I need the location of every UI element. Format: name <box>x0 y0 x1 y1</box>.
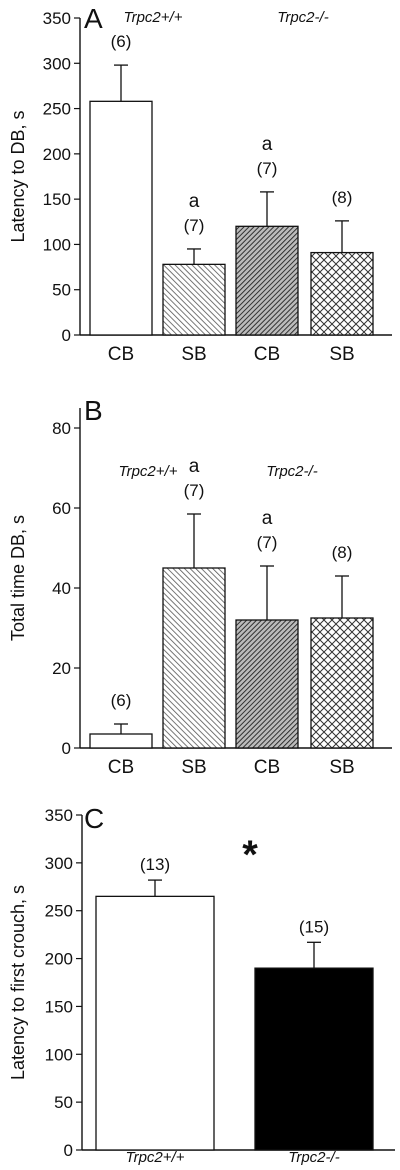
category-label: SB <box>329 344 354 365</box>
n-label: (13) <box>140 855 170 874</box>
n-label: (8) <box>332 543 353 562</box>
panel-label: A <box>84 3 103 34</box>
y-tick-label: 200 <box>43 145 71 164</box>
panel-label: C <box>84 803 104 834</box>
chart-a: 0 50 100 150 200 250 300 350 Latency to DB, s A Tr… <box>8 3 392 365</box>
y-tick-label: 80 <box>52 419 71 438</box>
group-label: Trpc2-/- <box>277 9 328 26</box>
y-axis-title: Latency to DB, s <box>8 110 28 242</box>
y-tick-label: 40 <box>52 579 71 598</box>
y-tick-label: 0 <box>64 1141 73 1160</box>
y-tick-label: 250 <box>43 100 71 119</box>
bar <box>310 617 374 749</box>
y-tick-label: 200 <box>45 950 73 969</box>
category-label: CB <box>254 757 280 778</box>
group-label: Trpc2-/- <box>266 463 317 480</box>
bar <box>89 100 153 336</box>
bar <box>162 567 226 749</box>
y-tick-label: 0 <box>62 326 71 345</box>
category-label: Trpc2+/+ <box>126 1149 185 1166</box>
chart-c: 0 50 100 150 200 250 300 350 Latency to first cr… <box>8 803 395 1166</box>
y-tick-label: 20 <box>52 659 71 678</box>
n-label: (6) <box>111 32 132 51</box>
significance-label: a <box>262 508 273 529</box>
y-tick-label: 50 <box>52 281 71 300</box>
category-label: Trpc2-/- <box>288 1149 339 1166</box>
y-tick-label: 300 <box>45 854 73 873</box>
y-tick-label: 300 <box>43 54 71 73</box>
chart-b: 0 20 40 60 80 Total time DB, s B Trpc2+/+ Trpc2-… <box>8 395 392 778</box>
n-label: (7) <box>257 533 278 552</box>
y-axis-title: Total time DB, s <box>8 515 28 641</box>
n-label: (7) <box>184 481 205 500</box>
category-label: CB <box>254 344 280 365</box>
bar <box>254 967 374 1151</box>
group-label: Trpc2+/+ <box>124 9 183 26</box>
bar <box>235 225 299 336</box>
bar <box>162 263 226 336</box>
bar <box>89 733 153 749</box>
y-tick-label: 50 <box>54 1093 73 1112</box>
n-label: (7) <box>184 216 205 235</box>
category-label: SB <box>329 757 354 778</box>
y-tick-label: 150 <box>45 997 73 1016</box>
y-axis-title: Latency to first crouch, s <box>8 885 28 1080</box>
bar <box>310 251 374 336</box>
y-tick-label: 100 <box>45 1045 73 1064</box>
y-tick-label: 0 <box>62 739 71 758</box>
group-label: Trpc2+/+ <box>119 463 178 480</box>
bar <box>95 895 215 1151</box>
significance-label: a <box>189 456 200 477</box>
y-tick-label: 60 <box>52 499 71 518</box>
panel-label: B <box>84 395 103 426</box>
y-tick-label: 350 <box>43 9 71 28</box>
bar <box>235 619 299 749</box>
y-tick-label: 250 <box>45 902 73 921</box>
n-label: (7) <box>257 159 278 178</box>
significance-asterisk: * <box>242 833 258 877</box>
y-tick-label: 100 <box>43 235 71 254</box>
n-label: (8) <box>332 188 353 207</box>
significance-label: a <box>262 134 273 155</box>
category-label: SB <box>181 344 206 365</box>
category-label: CB <box>108 757 134 778</box>
n-label: (6) <box>111 691 132 710</box>
n-label: (15) <box>299 917 329 936</box>
category-label: CB <box>108 344 134 365</box>
y-tick-label: 150 <box>43 190 71 209</box>
significance-label: a <box>189 191 200 212</box>
y-tick-label: 350 <box>45 806 73 825</box>
category-label: SB <box>181 757 206 778</box>
